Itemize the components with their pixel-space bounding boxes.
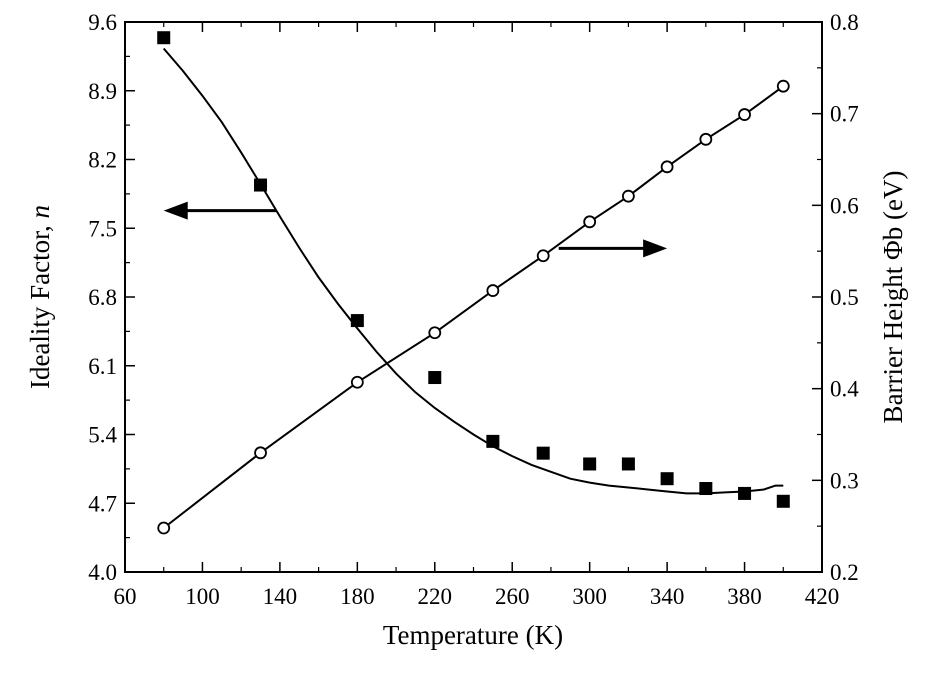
y-left-tick-label: 8.2 xyxy=(88,148,117,173)
square-marker xyxy=(621,457,635,471)
ticks-layer: 60 100 140 180 220 260 300 340 380 420 4.0 4.7 5.4 6.… xyxy=(88,10,859,609)
square-marker xyxy=(157,31,171,45)
circle-marker xyxy=(254,446,267,460)
circle-marker xyxy=(157,521,171,535)
x-tick-label: 140 xyxy=(263,584,298,609)
series-2-line xyxy=(163,85,784,529)
x-tick-label: 100 xyxy=(185,584,220,609)
y-left-axis-title-variable: n xyxy=(25,205,55,219)
y-right-tick-label: 0.3 xyxy=(830,468,859,493)
square-marker xyxy=(428,371,442,385)
y-right-tick-label: 0.5 xyxy=(830,285,859,310)
square-marker xyxy=(583,457,597,471)
y-left-axis-title-text: Ideality Factor, xyxy=(25,218,55,389)
y-left-tick-label: 7.5 xyxy=(88,216,117,241)
y-right-tick-label: 0.4 xyxy=(830,377,859,402)
x-tick-label: 380 xyxy=(727,584,762,609)
x-tick-label: 300 xyxy=(572,584,607,609)
y-right-tick-label: 0.7 xyxy=(830,102,859,127)
square-marker xyxy=(776,494,790,508)
square-marker xyxy=(350,314,364,328)
annotation-layer xyxy=(163,201,668,258)
series-layer xyxy=(157,31,790,535)
y-right-axis-title: Barrier Height Φb (eV) xyxy=(878,171,908,424)
x-tick-label: 60 xyxy=(114,584,137,609)
circle-marker xyxy=(486,284,500,297)
x-tick-label: 220 xyxy=(418,584,453,609)
square-marker xyxy=(699,482,713,496)
square-marker xyxy=(536,446,550,460)
y-right-tick-label: 0.8 xyxy=(830,10,859,35)
y-right-tick-label: 0.6 xyxy=(830,193,859,218)
square-marker xyxy=(738,486,752,500)
y-left-tick-label: 6.8 xyxy=(88,285,117,310)
y-left-axis-title: Ideality Factor, n xyxy=(25,205,55,389)
series-1-line xyxy=(162,47,784,495)
circle-marker xyxy=(536,249,550,263)
circle-marker xyxy=(621,189,635,203)
circle-marker xyxy=(738,108,751,121)
x-tick-label: 260 xyxy=(495,584,530,609)
circle-marker xyxy=(583,215,597,229)
right-axis-arrow-head xyxy=(643,239,668,258)
left-axis-arrow-head xyxy=(163,201,188,220)
square-marker xyxy=(660,472,674,486)
circle-marker xyxy=(350,375,364,389)
y-left-tick-label: 8.9 xyxy=(88,79,117,104)
circle-marker xyxy=(428,326,442,340)
x-tick-label: 180 xyxy=(340,584,375,609)
y-left-tick-label: 4.0 xyxy=(88,560,117,585)
circle-marker xyxy=(660,160,674,174)
plot-frame xyxy=(124,21,823,573)
axes-layer xyxy=(124,21,823,573)
y-left-tick-label: 4.7 xyxy=(88,491,117,516)
x-axis-title: Temperature (K) xyxy=(383,620,563,650)
y-left-tick-label: 5.4 xyxy=(88,423,117,448)
x-tick-label: 340 xyxy=(650,584,685,609)
y-right-tick-label: 0.2 xyxy=(830,560,859,585)
x-tick-label: 420 xyxy=(805,584,840,609)
circle-marker xyxy=(699,132,713,146)
y-left-tick-label: 6.1 xyxy=(88,354,117,379)
y-left-tick-label: 9.6 xyxy=(88,10,117,35)
circle-marker xyxy=(776,79,790,93)
